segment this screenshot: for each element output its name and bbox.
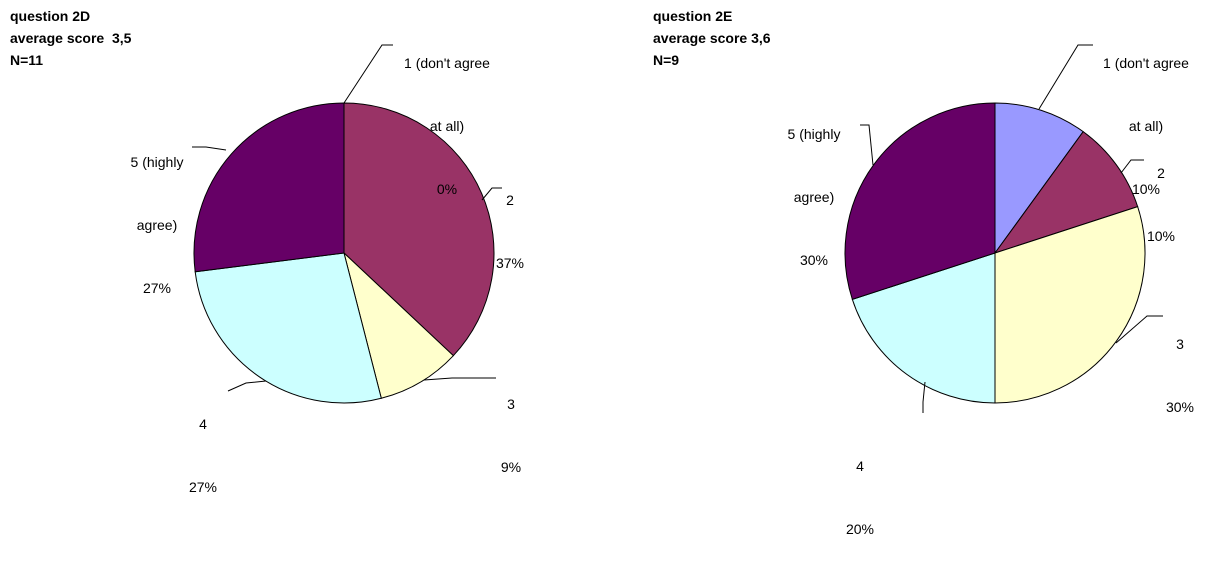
pie-2e-svg <box>844 44 1163 413</box>
pie-2e-slice-5 <box>844 102 996 300</box>
slice-percent: 10% <box>1131 181 1161 197</box>
pie-2d-leader-line-5 <box>192 146 227 151</box>
slice-name: at all) <box>1128 118 1164 134</box>
slice-percent: 27% <box>188 479 218 495</box>
slice-percent: 30% <box>1165 399 1195 415</box>
chart-title-line: N=9 <box>653 52 680 68</box>
chart-title-line: question 2D <box>10 8 91 24</box>
pie-2d-svg <box>192 44 502 404</box>
slice-name: agree) <box>136 217 178 233</box>
slice-name: 3 <box>1176 336 1184 352</box>
slice-label-2d-3: 3 9% <box>486 352 536 520</box>
slice-name: 2 <box>506 192 514 208</box>
pie-2d-leader-line-4 <box>227 380 267 392</box>
pie-2e-slice-4 <box>851 252 996 404</box>
slice-name: 5 (highly <box>130 154 184 170</box>
slice-label-2e-4: 4 20% <box>835 414 885 582</box>
pie-2d-leader-line-2 <box>481 187 502 201</box>
pie-2d-slice-5 <box>193 102 345 273</box>
pie-2d-slice-4 <box>194 252 382 404</box>
pie-2e-slice-1 <box>994 102 1084 255</box>
pie-2e-leader-line-1 <box>1038 44 1093 110</box>
slice-percent: 30% <box>799 252 829 268</box>
pie-chart-2e: question 2E average score 3,6 N=9 1 (don… <box>611 0 1222 537</box>
pie-2d-leader-line-1 <box>343 44 393 104</box>
slice-label-2e-3: 3 30% <box>1155 292 1205 460</box>
pie-2e-leader-line-2 <box>1120 159 1144 174</box>
pie-2e-leader-line-5 <box>860 124 874 166</box>
pie-2d-slice-3 <box>343 251 455 399</box>
slice-label-2d-2: 2 37% <box>480 148 540 316</box>
slice-name: 4 <box>856 458 864 474</box>
chart-title-line: question 2E <box>653 8 733 24</box>
pie-2e-leader-line-3 <box>1115 315 1163 344</box>
pie-2e-slice-2 <box>993 130 1139 254</box>
slice-label-2d-1: 1 (don't agree at all) 0% <box>372 11 522 242</box>
pie-chart-2d: question 2D average score 3,5 N=11 1 (do… <box>0 0 611 495</box>
slice-name: 3 <box>507 396 515 412</box>
slice-percent: 10% <box>1146 228 1176 244</box>
slice-label-2e-5: 5 (highly agree) 30% <box>769 82 859 313</box>
slice-name: 1 (don't agree <box>1103 55 1189 71</box>
pie-2d-slice-2 <box>343 102 495 357</box>
slice-name: at all) <box>429 118 465 134</box>
slice-name: agree) <box>793 189 835 205</box>
slice-name: 5 (highly <box>787 126 841 142</box>
slice-label-2e-1: 1 (don't agree at all) 10% <box>1086 11 1206 242</box>
slice-label-2d-5: 5 (highly agree) 27% <box>107 110 207 341</box>
chart-title-line: average score 3,5 <box>10 30 132 46</box>
chart-title-line: average score 3,6 <box>653 30 771 46</box>
slice-label-2d-4: 4 27% <box>178 372 228 540</box>
chart-title-2d: question 2D average score 3,5 N=11 <box>10 5 131 71</box>
chart-title-line: N=11 <box>10 52 44 68</box>
slice-name: 1 (don't agree <box>404 55 490 71</box>
slice-percent: 37% <box>495 255 525 271</box>
slice-name: 4 <box>199 416 207 432</box>
chart-title-2e: question 2E average score 3,6 N=9 <box>653 5 771 71</box>
pie-2e-slice-3 <box>994 206 1146 404</box>
slice-name: 2 <box>1157 165 1165 181</box>
pie-2e-leader-line-4 <box>922 381 926 413</box>
slice-percent: 20% <box>845 521 875 537</box>
pie-2d-leader-line-3 <box>423 377 496 381</box>
slice-percent: 9% <box>500 459 522 475</box>
slice-percent: 27% <box>142 280 172 296</box>
slice-label-2e-2: 2 10% <box>1136 121 1186 289</box>
slice-percent: 0% <box>436 181 458 197</box>
